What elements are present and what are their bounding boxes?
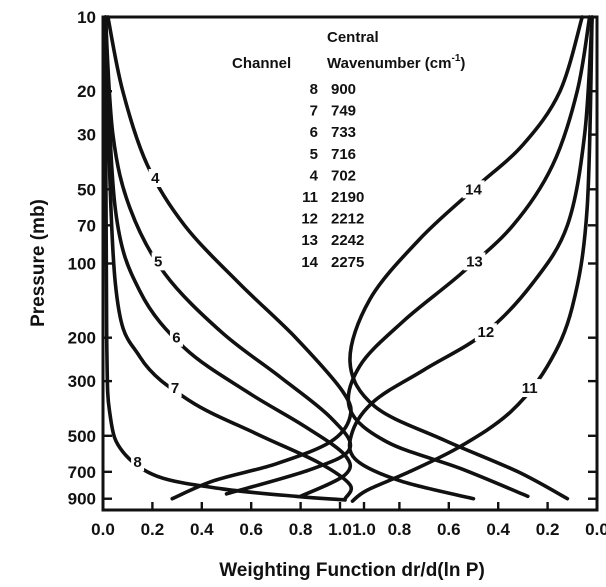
channel-7-curve (103, 15, 354, 501)
table-channel-cell: 8 (310, 81, 318, 98)
table-header-channel: Channel (232, 55, 291, 72)
channel-12-curve (347, 15, 594, 501)
y-tick-label: 10 (77, 8, 96, 27)
x-tick-label-left: 1.0 (328, 520, 352, 539)
channel-5-label-background (151, 252, 165, 271)
channel-4-curve (106, 15, 353, 501)
table-rows: 8 900 7 749 6 733 5 716 4 702 11 2190 12 2212 13 2242 14… (301, 81, 364, 271)
x-tick-label-left: 0.8 (289, 520, 313, 539)
channel-13-label: 13 (466, 253, 483, 270)
x-tick-label-right: 0.0 (585, 520, 606, 539)
y-tick-label: 900 (68, 490, 96, 509)
table-wavenumber-cell: 716 (331, 146, 356, 163)
channel-11-label-background (518, 379, 541, 398)
channel-4-label-background (148, 169, 162, 188)
y-tick-label: 100 (68, 255, 96, 274)
table-wavenumber-cell: 2275 (331, 254, 364, 271)
y-tick-label: 500 (68, 427, 96, 446)
curve-labels: 4 5 6 7 8 11 12 13 14 (131, 169, 541, 472)
channel-5-label: 5 (154, 253, 162, 270)
channel-8-label-background (131, 453, 145, 472)
table-channel-cell: 7 (310, 103, 318, 120)
channel-13-label-background (463, 252, 486, 271)
channel-6-label-background (169, 328, 183, 347)
wavenumber-unit-exponent: -1 (451, 53, 460, 64)
wavenumber-close-paren: ) (460, 55, 465, 72)
table-header-central: Central (327, 29, 379, 46)
table-wavenumber-cell: 733 (331, 124, 356, 141)
channel-12-label: 12 (478, 324, 495, 341)
y-tick-label: 50 (77, 180, 96, 199)
table-wavenumber-cell: 2190 (331, 189, 364, 206)
table-wavenumber-cell: 2212 (331, 211, 364, 228)
channel-6-curve (103, 15, 353, 499)
y-tick-label: 20 (77, 82, 96, 101)
channel-14-curve (348, 15, 584, 501)
table-wavenumber-cell: 2242 (331, 232, 364, 249)
table-header-wavenumber: Wavenumber (cm-1) (327, 53, 465, 72)
x-tick-label-right: 0.6 (437, 520, 461, 539)
table-channel-cell: 14 (301, 254, 318, 271)
wavenumber-label: Wavenumber (cm (327, 55, 451, 72)
channel-6-label: 6 (172, 330, 180, 347)
x-tick-label-left: 0.6 (239, 520, 263, 539)
channel-7-label: 7 (171, 380, 179, 397)
x-tick-label-right: 0.8 (388, 520, 412, 539)
x-tick-label-right: 0.2 (536, 520, 560, 539)
x-tick-label-right: 0.4 (486, 520, 510, 539)
y-axis-ticks: 10 20 30 50 70 100 200 300 500 700 900 (68, 8, 597, 509)
table-wavenumber-cell: 900 (331, 81, 356, 98)
y-tick-label: 700 (68, 463, 96, 482)
table-channel-cell: 5 (310, 146, 318, 163)
channel-14-label: 14 (465, 181, 482, 198)
table-channel-cell: 12 (301, 211, 318, 228)
table-channel-cell: 4 (310, 167, 319, 184)
channel-8-label: 8 (133, 454, 141, 471)
y-tick-label: 200 (68, 329, 96, 348)
x-tick-label-left: 0.2 (141, 520, 165, 539)
table-channel-cell: 6 (310, 124, 318, 141)
y-tick-label: 300 (68, 372, 96, 391)
table-channel-cell: 13 (301, 232, 318, 249)
channel-14-label-background (462, 180, 485, 199)
table-channel-cell: 11 (302, 189, 318, 206)
channel-8-curve (103, 15, 347, 502)
channel-5-curve (103, 15, 353, 496)
channel-12-label-background (474, 323, 497, 342)
y-tick-label: 30 (77, 126, 96, 145)
channel-11-label: 11 (522, 380, 538, 397)
table-wavenumber-cell: 749 (331, 103, 356, 120)
channel-4-label: 4 (151, 170, 160, 187)
table-wavenumber-cell: 702 (331, 167, 356, 184)
y-tick-label: 70 (77, 216, 96, 235)
channel-13-curve (346, 15, 592, 499)
y-axis-title: Pressure (mb) (28, 199, 49, 327)
x-axis-ticks: 0.0 0.2 0.4 0.6 0.8 1.0 1.0 0.8 0.6 0.4 0.2 0.0 (91, 502, 606, 539)
x-axis-title: Weighting Function dr/d(ln P) (219, 560, 485, 581)
channel-7-label-background (168, 379, 182, 398)
x-tick-label-left: 0.4 (190, 520, 214, 539)
x-tick-label-left: 0.0 (91, 520, 115, 539)
x-tick-label-right: 1.0 (352, 520, 376, 539)
